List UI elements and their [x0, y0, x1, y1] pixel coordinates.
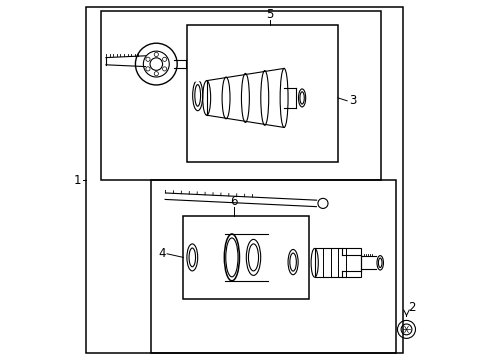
Circle shape [145, 57, 150, 61]
Bar [183, 216, 309, 299]
Text: 5: 5 [265, 8, 273, 21]
Bar [314, 248, 361, 277]
Circle shape [145, 67, 150, 71]
Circle shape [154, 72, 158, 76]
Text: 6: 6 [229, 195, 237, 208]
Circle shape [162, 67, 166, 71]
Text: 2: 2 [407, 301, 415, 314]
Bar [86, 7, 402, 353]
Circle shape [154, 53, 158, 57]
Bar [151, 180, 395, 353]
Text: 3: 3 [348, 94, 355, 107]
Bar [101, 11, 381, 180]
Circle shape [162, 57, 166, 61]
Text: 4: 4 [158, 247, 165, 260]
Bar [186, 25, 337, 162]
Text: 1: 1 [73, 174, 81, 186]
